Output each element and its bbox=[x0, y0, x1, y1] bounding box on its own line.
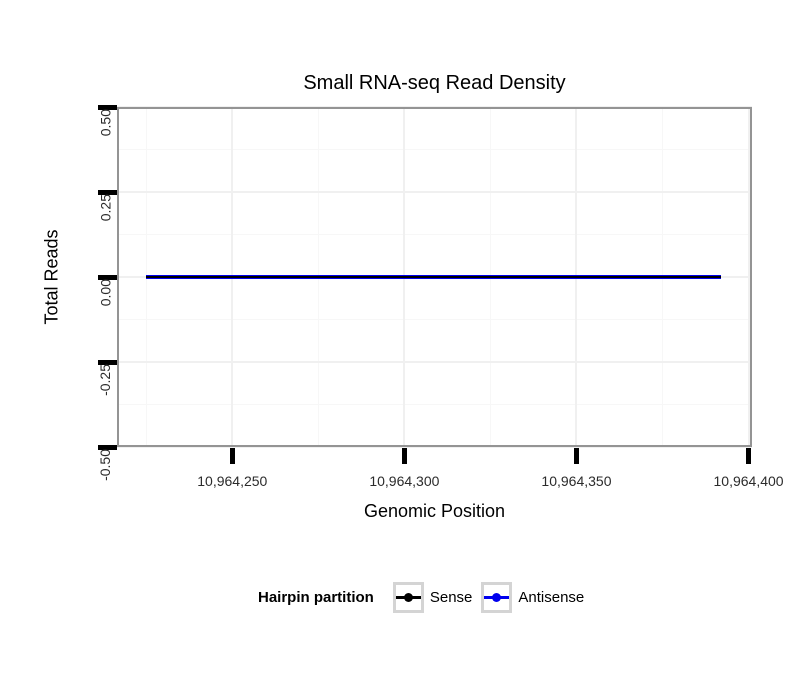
x-axis-title: Genomic Position bbox=[363, 501, 506, 521]
legend-key-antisense bbox=[481, 581, 513, 613]
x-tick-label: 10,964,250 bbox=[197, 473, 268, 489]
legend-title: Hairpin partition bbox=[258, 588, 374, 606]
y-tick-label: 0.00 bbox=[97, 279, 113, 307]
y-tick-label: 0.25 bbox=[97, 194, 113, 222]
x-tick-label: 10,964,300 bbox=[369, 473, 440, 489]
y-minor-gridline bbox=[117, 319, 752, 320]
x-tick-label: 10,964,400 bbox=[713, 473, 784, 489]
y-tick-label: 0.50 bbox=[97, 109, 113, 137]
y-tick-mark bbox=[98, 359, 117, 365]
legend-key-dot-icon bbox=[403, 592, 413, 602]
legend-label: Sense bbox=[429, 588, 473, 606]
legend-item-antisense: Antisense bbox=[481, 581, 585, 613]
y-major-gridline bbox=[117, 446, 752, 448]
y-major-gridline bbox=[117, 361, 752, 363]
legend-label: Antisense bbox=[518, 588, 585, 606]
y-tick-mark bbox=[98, 104, 117, 110]
legend: Hairpin partition Sense Antisense bbox=[258, 581, 593, 613]
x-tick-mark bbox=[401, 448, 407, 464]
series-line-sense bbox=[146, 276, 722, 278]
x-tick-mark bbox=[229, 448, 235, 464]
chart-title: Small RNA-seq Read Density bbox=[303, 72, 566, 94]
y-tick-label: -0.25 bbox=[97, 364, 113, 396]
y-minor-gridline bbox=[117, 234, 752, 235]
legend-key-sense bbox=[392, 581, 424, 613]
legend-key-dot-icon bbox=[492, 592, 502, 602]
y-minor-gridline bbox=[117, 149, 752, 150]
x-tick-mark bbox=[746, 448, 752, 464]
y-tick-label: -0.50 bbox=[97, 449, 113, 481]
legend-items: Sense Antisense bbox=[392, 581, 593, 613]
x-tick-mark bbox=[573, 448, 579, 464]
y-tick-mark bbox=[98, 444, 117, 450]
y-tick-mark bbox=[98, 189, 117, 195]
legend-item-sense: Sense bbox=[392, 581, 473, 613]
y-major-gridline bbox=[117, 191, 752, 193]
y-tick-mark bbox=[98, 274, 117, 280]
y-minor-gridline bbox=[117, 404, 752, 405]
x-tick-label: 10,964,350 bbox=[541, 473, 612, 489]
